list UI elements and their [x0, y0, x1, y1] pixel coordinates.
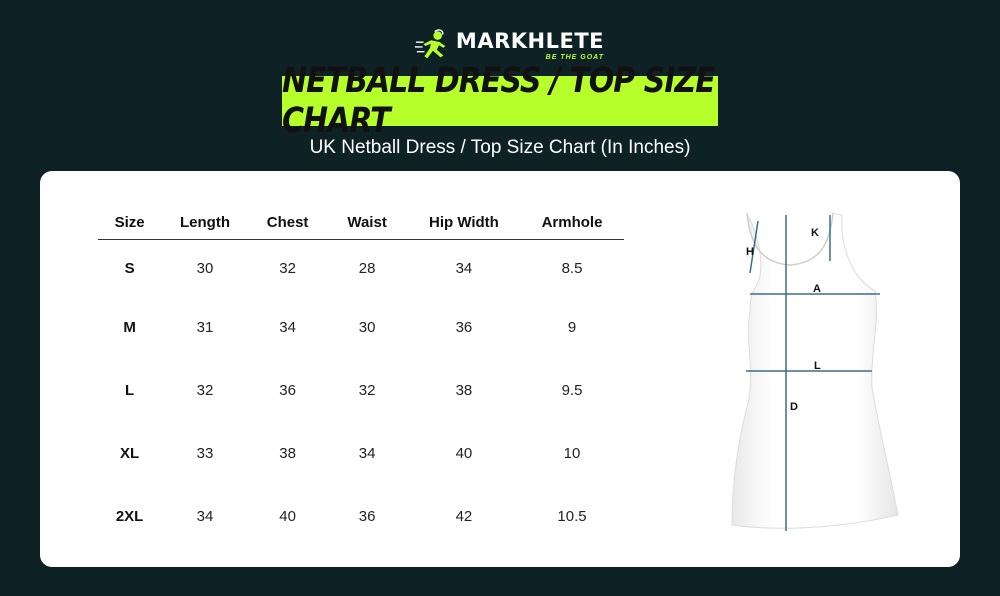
runner-icon: [414, 29, 446, 59]
brand-name: MARKHLETE: [455, 29, 604, 53]
size-cell: M: [123, 319, 136, 336]
table-row: XL 33 38 34 40 10: [98, 422, 624, 485]
hip-width-cell: 34: [455, 259, 473, 277]
waist-cell: 28: [358, 259, 376, 277]
waist-cell: 30: [358, 319, 376, 336]
chest-cell: 40: [279, 508, 296, 525]
hip-width-cell: 38: [455, 382, 473, 399]
size-cell: 2XL: [115, 508, 144, 525]
length-cell: 32: [196, 382, 214, 399]
hip-width-cell: 42: [455, 508, 473, 525]
table-row: 2XL 34 40 36 42 10.5: [98, 485, 624, 548]
length-cell: 30: [196, 259, 214, 277]
brand-tagline: BE THE GOAT: [545, 54, 604, 61]
chest-cell: 38: [279, 445, 296, 462]
length-cell: 33: [196, 445, 214, 462]
armhole-cell: 10.5: [557, 508, 587, 525]
dress-illustration: H K A L D: [731, 212, 899, 531]
label-k: K: [811, 227, 819, 239]
armhole-cell: 10: [563, 445, 581, 462]
page-title: NETBALL DRESS / TOP SIZE CHART: [282, 60, 716, 142]
chest-cell: 32: [279, 259, 296, 277]
size-chart-card: Size Length Chest Waist Hip Width Armhol…: [40, 171, 960, 567]
hip-width-cell: 36: [455, 319, 473, 336]
length-cell: 34: [196, 508, 214, 525]
armhole-cell: 8.5: [561, 259, 583, 277]
title-banner: NETBALL DRESS / TOP SIZE CHART: [282, 61, 718, 141]
waist-cell: 34: [358, 445, 376, 462]
size-cell: L: [125, 382, 135, 399]
header-waist: Waist: [326, 205, 408, 240]
header-length: Length: [161, 205, 249, 240]
page-subtitle: UK Netball Dress / Top Size Chart (In In…: [309, 137, 691, 158]
hip-width-cell: 40: [455, 445, 473, 462]
chest-cell: 36: [279, 382, 296, 399]
header-armhole: Armhole: [519, 205, 624, 240]
size-cell: XL: [120, 445, 140, 462]
waist-cell: 36: [358, 508, 376, 525]
chest-cell: 34: [279, 319, 296, 336]
length-cell: 31: [196, 319, 214, 336]
table-row: L 32 36 32 38 9.5: [98, 359, 624, 422]
table-row: S 30 32 28 34 8.5: [98, 240, 624, 297]
table-header-row: Size Length Chest Waist Hip Width Armhol…: [98, 205, 624, 240]
size-table: Size Length Chest Waist Hip Width Armhol…: [98, 205, 624, 548]
header-size: Size: [98, 205, 162, 240]
label-l: L: [814, 360, 821, 372]
table-row: M 31 34 30 36 9: [98, 296, 624, 359]
header-hip-width: Hip Width: [407, 205, 520, 240]
label-d: D: [790, 401, 798, 413]
header-chest: Chest: [248, 205, 327, 240]
dress-diagram: H K A L D: [680, 203, 900, 538]
label-h: H: [746, 246, 754, 258]
size-cell: S: [124, 259, 135, 277]
armhole-cell: 9: [567, 319, 577, 336]
label-a: A: [813, 283, 821, 295]
brand-logo: MARKHLETE BE THE GOAT: [414, 26, 604, 66]
armhole-cell: 9.5: [561, 382, 583, 399]
waist-cell: 32: [358, 382, 376, 399]
armhole-line: [749, 220, 759, 274]
